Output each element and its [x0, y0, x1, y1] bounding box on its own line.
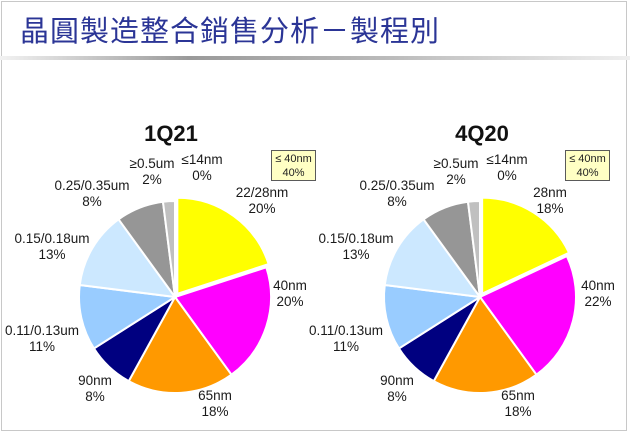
slice-label-28nm: 22/28nm 20%: [236, 185, 289, 216]
slice-label-value: 11%: [333, 339, 359, 354]
slice-label-name: 0.15/0.18um: [14, 231, 89, 246]
slice-label-0-25-0-35um: 0.25/0.35um 8%: [359, 178, 434, 209]
slice-label-le14nm: ≤14nm 0%: [181, 152, 222, 183]
pie-slice-0-15-0-18um: [383, 217, 483, 299]
slice-label-value: 20%: [276, 294, 303, 309]
pie-slice-40nm: [478, 254, 577, 377]
slice-label-name: 28nm: [533, 185, 567, 200]
slice-label-0-11-0-13um: 0.11/0.13um 11%: [309, 323, 383, 354]
pie-slice-65nm: [432, 295, 538, 394]
pie-slice-0-11-0-13um: [383, 283, 483, 350]
slice-label-40nm: 40nm 22%: [581, 278, 615, 309]
slice-label-name: 0.25/0.35um: [54, 178, 129, 193]
slice-label-90nm: 90nm 8%: [78, 373, 112, 404]
page-title: 晶圓製造整合銷售分析－製程別: [20, 14, 441, 48]
slice-label-value: 18%: [536, 201, 563, 216]
slice-label-name: 0.11/0.13um: [309, 323, 383, 338]
note-box-4q20: ≤ 40nm 40%: [565, 150, 610, 181]
slice-label-value: 22%: [584, 294, 611, 309]
slice-label-value: 18%: [504, 404, 531, 419]
slice-label-65nm: 65nm 18%: [198, 388, 232, 419]
slice-label-value: 13%: [342, 247, 369, 262]
slice-label-name: 65nm: [198, 388, 232, 403]
chart-title: 4Q20: [455, 121, 509, 146]
slice-label-name: 90nm: [78, 373, 112, 388]
slice-label-value: 2%: [446, 172, 466, 187]
note-box-value: 40%: [576, 167, 599, 179]
note-box-label: ≤ 40nm: [569, 153, 606, 165]
slice-label-name: 40nm: [581, 278, 615, 293]
slice-label-name: 0.25/0.35um: [359, 178, 434, 193]
slice-label-28nm: 28nm 18%: [533, 185, 567, 216]
slice-label-value: 2%: [142, 172, 162, 187]
pie-slice-0-11-0-13um: [78, 283, 178, 350]
pie-slice-65nm: [127, 295, 233, 394]
slice-label-name: ≥0.5um: [130, 156, 175, 171]
slice-label-value: 13%: [38, 247, 65, 262]
slice-label-value: 0%: [192, 168, 212, 183]
slice-label-value: 8%: [85, 389, 105, 404]
slice-label-value: 18%: [201, 404, 228, 419]
slice-label-name: 0.15/0.18um: [318, 231, 393, 246]
slice-label-value: 20%: [248, 201, 275, 216]
slice-label-name: 0.11/0.13um: [5, 323, 79, 338]
slice-label-value: 0%: [497, 168, 517, 183]
note-box-value: 40%: [282, 167, 305, 179]
slice-label-name: 65nm: [501, 388, 535, 403]
slice-label-40nm: 40nm 20%: [273, 278, 307, 309]
note-box-1q21: ≤ 40nm 40%: [271, 150, 316, 181]
pie-slice-40nm: [173, 266, 272, 377]
pie-slice-ge0-5um: [466, 199, 481, 298]
slice-label-le14nm: ≤14nm 0%: [486, 152, 527, 183]
slice-label-0-15-0-18um: 0.15/0.18um 13%: [14, 231, 89, 262]
slice-label-ge0-5um: ≥0.5um 2%: [130, 156, 175, 187]
slice-label-name: 40nm: [273, 278, 307, 293]
pie-slice-0-15-0-18um: [78, 217, 178, 299]
pie-slice-28nm: [176, 196, 270, 296]
slice-label-ge0-5um: ≥0.5um 2%: [434, 156, 479, 187]
slice-label-90nm: 90nm 8%: [380, 373, 414, 404]
slice-label-65nm: 65nm 18%: [501, 388, 535, 419]
slice-label-name: 90nm: [380, 373, 414, 388]
slice-label-value: 8%: [387, 194, 407, 209]
note-box-label: ≤ 40nm: [275, 153, 312, 165]
slice-label-value: 8%: [387, 389, 407, 404]
chart-title: 1Q21: [144, 121, 198, 146]
pie-slice-ge0-5um: [161, 199, 176, 298]
slice-label-0-25-0-35um: 0.25/0.35um 8%: [54, 178, 129, 209]
slice-label-name: ≤14nm: [181, 152, 222, 167]
slice-label-0-15-0-18um: 0.15/0.18um 13%: [318, 231, 393, 262]
slice-label-name: ≥0.5um: [434, 156, 479, 171]
slice-label-name: 22/28nm: [236, 185, 289, 200]
slice-label-0-11-0-13um: 0.11/0.13um 11%: [5, 323, 79, 354]
title-divider: [0, 56, 630, 60]
slice-label-value: 8%: [82, 194, 102, 209]
pie-slice-28nm: [481, 196, 571, 296]
slice-label-value: 11%: [29, 339, 55, 354]
slice-label-name: ≤14nm: [486, 152, 527, 167]
